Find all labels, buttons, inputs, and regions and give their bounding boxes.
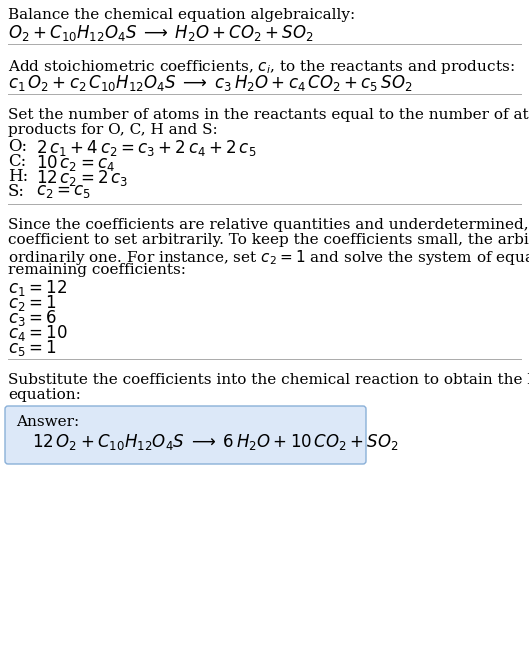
Text: $12\,c_2 = 2\,c_3$: $12\,c_2 = 2\,c_3$: [36, 168, 128, 188]
Text: remaining coefficients:: remaining coefficients:: [8, 263, 186, 277]
Text: products for O, C, H and S:: products for O, C, H and S:: [8, 123, 218, 137]
Text: $c_1 = 12$: $c_1 = 12$: [8, 278, 67, 298]
Text: $c_2 = 1$: $c_2 = 1$: [8, 293, 57, 313]
Text: $c_2 = c_5$: $c_2 = c_5$: [36, 183, 91, 200]
Text: $12\, O_2 + C_{10}H_{12}O_4S \;\longrightarrow\; 6\, H_2O + 10\, CO_2 + SO_2$: $12\, O_2 + C_{10}H_{12}O_4S \;\longrigh…: [32, 432, 399, 452]
Text: S:: S:: [8, 183, 25, 200]
FancyBboxPatch shape: [5, 406, 366, 464]
Text: $c_1\, O_2 + c_2\, C_{10}H_{12}O_4S \;\longrightarrow\; c_3\, H_2O + c_4\, CO_2 : $c_1\, O_2 + c_2\, C_{10}H_{12}O_4S \;\l…: [8, 73, 413, 93]
Text: Answer:: Answer:: [16, 415, 79, 429]
Text: Substitute the coefficients into the chemical reaction to obtain the balanced: Substitute the coefficients into the che…: [8, 373, 529, 387]
Text: $c_3 = 6$: $c_3 = 6$: [8, 308, 57, 328]
Text: C:: C:: [8, 153, 26, 170]
Text: equation:: equation:: [8, 388, 81, 402]
Text: ordinarily one. For instance, set $c_2 = 1$ and solve the system of equations fo: ordinarily one. For instance, set $c_2 =…: [8, 248, 529, 267]
Text: $10\,c_2 = c_4$: $10\,c_2 = c_4$: [36, 153, 115, 173]
Text: $2\,c_1 + 4\,c_2 = c_3 + 2\,c_4 + 2\,c_5$: $2\,c_1 + 4\,c_2 = c_3 + 2\,c_4 + 2\,c_5…: [36, 138, 257, 158]
Text: coefficient to set arbitrarily. To keep the coefficients small, the arbitrary va: coefficient to set arbitrarily. To keep …: [8, 233, 529, 247]
Text: Balance the chemical equation algebraically:: Balance the chemical equation algebraica…: [8, 8, 355, 22]
Text: Set the number of atoms in the reactants equal to the number of atoms in the: Set the number of atoms in the reactants…: [8, 108, 529, 122]
Text: H:: H:: [8, 168, 28, 185]
Text: $O_2 + C_{10}H_{12}O_4S \;\longrightarrow\; H_2O + CO_2 + SO_2$: $O_2 + C_{10}H_{12}O_4S \;\longrightarro…: [8, 23, 314, 43]
Text: O:: O:: [8, 138, 27, 155]
Text: $c_5 = 1$: $c_5 = 1$: [8, 338, 57, 358]
Text: Since the coefficients are relative quantities and underdetermined, choose a: Since the coefficients are relative quan…: [8, 218, 529, 232]
Text: $c_4 = 10$: $c_4 = 10$: [8, 323, 68, 343]
Text: Add stoichiometric coefficients, $c_i$, to the reactants and products:: Add stoichiometric coefficients, $c_i$, …: [8, 58, 515, 76]
